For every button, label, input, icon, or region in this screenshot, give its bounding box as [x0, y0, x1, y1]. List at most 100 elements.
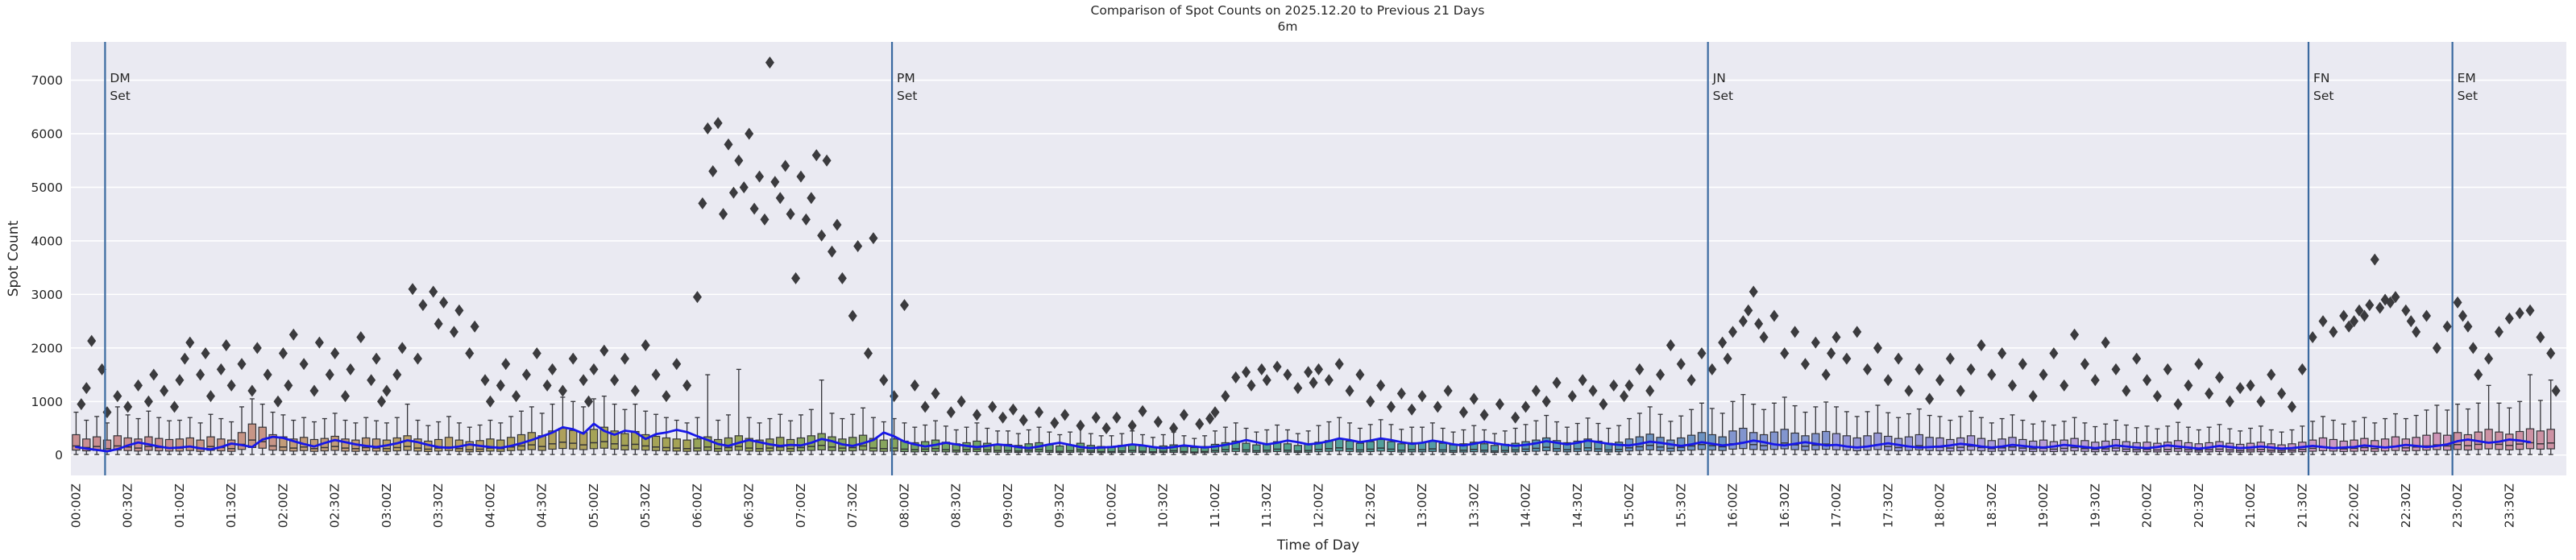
outlier-point	[796, 170, 806, 183]
plot-background	[71, 42, 2566, 475]
box-body	[1842, 435, 1852, 451]
box	[1718, 413, 1727, 455]
outlier-point	[284, 379, 293, 392]
outlier-point	[2205, 387, 2214, 400]
outlier-point	[1738, 315, 1748, 328]
box-body	[341, 438, 350, 452]
outlier-point	[770, 176, 780, 189]
y-tick-label: 2000	[31, 341, 63, 355]
y-tick-label: 4000	[31, 234, 63, 248]
y-tick-label: 7000	[31, 73, 63, 88]
outlier-point	[346, 363, 355, 375]
event-line-dm: DM Set	[104, 42, 131, 475]
outlier-point	[2132, 352, 2142, 365]
outlier-point	[2365, 299, 2375, 312]
outlier-point	[1376, 379, 1386, 392]
outlier-point	[1552, 376, 1562, 389]
outlier-point	[1521, 400, 1531, 413]
outlier-point	[2412, 326, 2421, 338]
box	[2339, 423, 2348, 455]
outlier-point	[299, 358, 309, 371]
outlier-point	[2391, 291, 2400, 304]
outlier-point	[288, 328, 298, 341]
outlier-point	[309, 384, 319, 397]
box-body	[1397, 443, 1406, 453]
box-body	[175, 438, 185, 452]
outlier-point	[185, 336, 195, 349]
box	[1335, 417, 1344, 455]
box-body	[2546, 429, 2555, 450]
box-body	[869, 438, 878, 452]
box	[1283, 429, 1292, 455]
box-body	[1935, 437, 1944, 452]
box-body	[1159, 445, 1168, 454]
box-body	[1852, 437, 1861, 452]
box-body	[672, 438, 681, 452]
box-body	[164, 438, 174, 452]
x-tick-label: 18:30Z	[1985, 483, 1999, 528]
outlier-point	[449, 326, 458, 338]
outlier-point	[2386, 296, 2396, 309]
outlier-point	[1728, 326, 1738, 338]
outlier-point	[532, 346, 541, 359]
outlier-point	[713, 117, 723, 130]
outlier-point	[728, 186, 738, 199]
box-body	[1718, 436, 1727, 451]
x-tick-label: 01:00Z	[172, 483, 187, 528]
outlier-point	[1656, 368, 1665, 381]
outlier-point	[2484, 352, 2494, 365]
outlier-point	[175, 374, 185, 387]
box-body	[1428, 440, 1437, 452]
box-body	[1780, 429, 1789, 450]
outlier-point	[1769, 309, 1779, 322]
outlier-point	[1904, 384, 1914, 397]
outlier-point	[672, 358, 682, 371]
box-body	[217, 438, 226, 452]
box-body	[983, 442, 992, 453]
box-body	[1614, 442, 1624, 453]
outlier-point	[1304, 366, 1313, 379]
outlier-point	[81, 382, 91, 395]
outlier-point	[1283, 368, 1292, 381]
outlier-point	[1221, 390, 1230, 403]
box	[1790, 404, 1799, 455]
box-body	[558, 427, 567, 450]
outlier-point	[1210, 406, 1220, 419]
box	[1107, 435, 1116, 455]
box-body	[1811, 433, 1820, 450]
outlier-point	[568, 352, 578, 365]
box-body	[2525, 428, 2535, 450]
chart-subtitle: 6m	[1278, 19, 1298, 34]
outlier-point	[77, 398, 86, 411]
box-body	[330, 435, 339, 451]
outlier-point	[791, 272, 801, 284]
x-tick-label: 03:30Z	[431, 483, 446, 528]
outlier-point	[1686, 374, 1696, 387]
outlier-point	[1635, 363, 1645, 375]
box	[1490, 433, 1500, 455]
outlier-point	[998, 411, 1008, 424]
box	[1242, 427, 1251, 455]
box-body	[890, 438, 898, 452]
outlier-point	[899, 299, 909, 312]
chart-title: Comparison of Spot Counts on 2025.12.20 …	[1091, 3, 1485, 18]
outlier-point	[1780, 346, 1790, 359]
outlier-point	[1744, 304, 1753, 317]
outlier-point	[2406, 315, 2416, 328]
box-body	[403, 435, 412, 451]
box-body	[486, 438, 495, 452]
outlier-point	[2267, 368, 2276, 381]
event-label-line: Set	[897, 89, 917, 103]
box-body	[444, 437, 454, 451]
outlier-point	[828, 245, 837, 258]
outlier-point	[1987, 368, 1997, 381]
outlier-point	[1262, 374, 1271, 387]
outlier-layer	[77, 56, 2561, 435]
outlier-point	[454, 304, 464, 317]
outlier-point	[1883, 374, 1893, 387]
outlier-point	[2080, 358, 2089, 371]
box-body	[2463, 433, 2473, 451]
outlier-point	[749, 202, 759, 215]
outlier-point	[226, 379, 236, 392]
